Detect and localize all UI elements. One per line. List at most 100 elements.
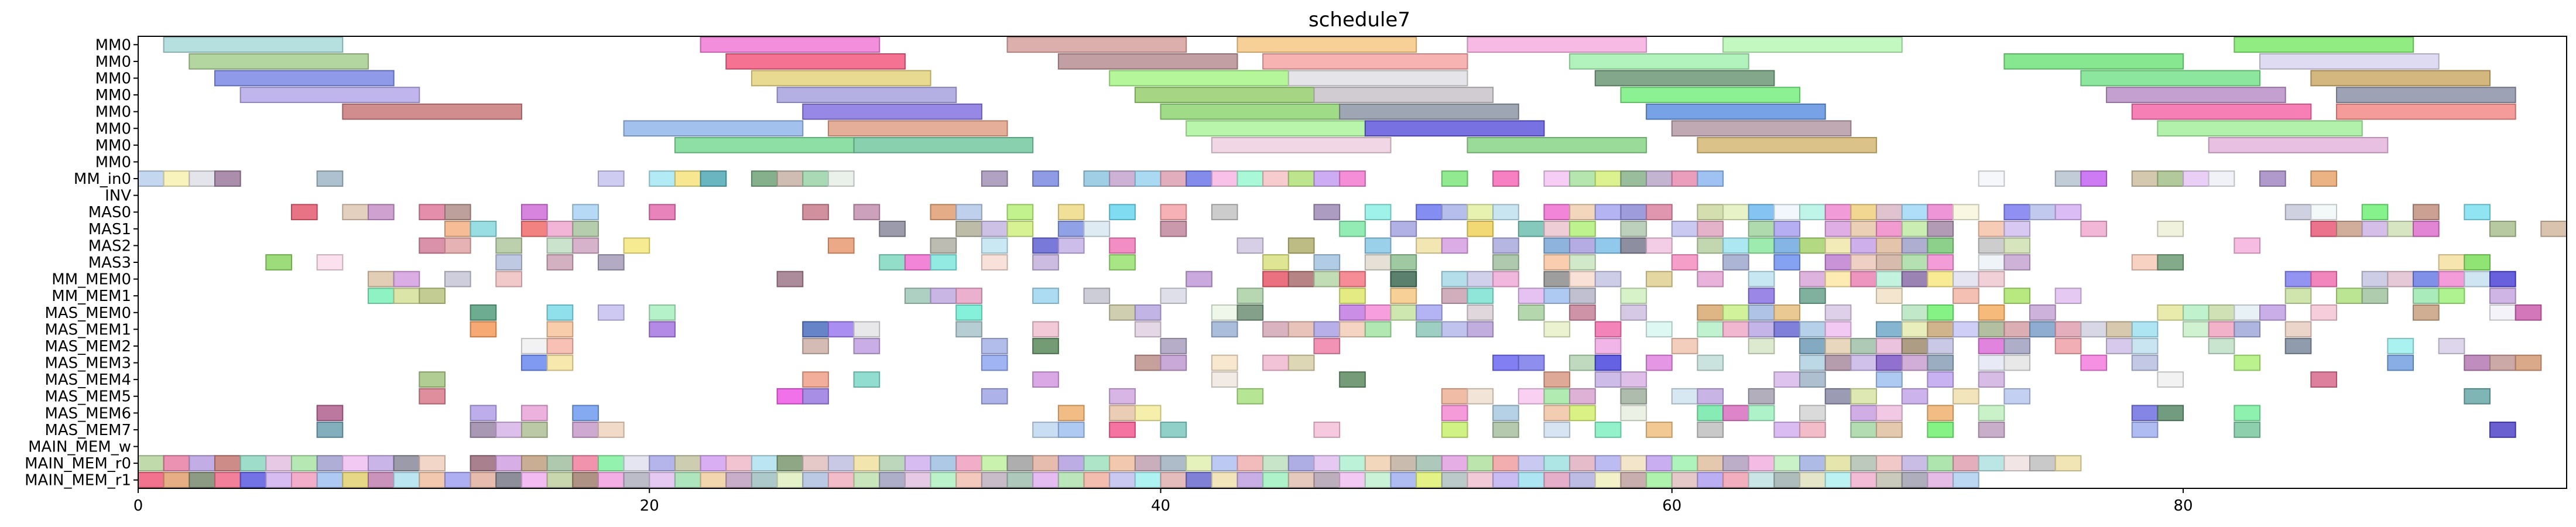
task-bar — [1671, 388, 1698, 405]
task-bar — [1160, 170, 1187, 187]
task-bar — [1876, 288, 1903, 304]
task-bar — [1339, 103, 1519, 120]
task-bar — [955, 455, 982, 471]
task-bar — [1492, 422, 1519, 438]
task-bar — [1850, 237, 1878, 254]
task-bar — [597, 471, 625, 488]
task-bar — [1160, 103, 1341, 120]
task-bar — [751, 455, 778, 471]
task-bar — [1416, 237, 1443, 254]
task-bar — [367, 471, 395, 488]
task-bar — [1646, 471, 1673, 488]
task-bar — [1339, 170, 1366, 187]
task-bar — [1569, 271, 1596, 288]
task-bar — [1671, 471, 1698, 488]
task-bar — [802, 455, 829, 471]
task-bar — [649, 170, 676, 187]
task-bar — [2336, 103, 2516, 120]
task-bar — [1927, 422, 1954, 438]
task-bar — [1211, 371, 1238, 388]
task-bar — [1799, 354, 1826, 371]
task-bar — [1850, 455, 1878, 471]
task-bar — [1824, 388, 1852, 405]
task-bar — [2131, 321, 2159, 338]
task-bar — [1697, 354, 1724, 371]
task-bar — [981, 170, 1008, 187]
task-bar — [1850, 388, 1878, 405]
task-bar — [597, 304, 625, 321]
task-bar — [1799, 405, 1826, 422]
task-bar — [1594, 371, 1622, 388]
task-bar — [470, 422, 497, 438]
task-bar — [1594, 321, 1622, 338]
task-bar — [853, 371, 881, 388]
task-bar — [981, 455, 1008, 471]
task-bar — [1952, 455, 1979, 471]
task-bar — [1697, 455, 1724, 471]
task-bar — [2336, 288, 2363, 304]
task-bar — [1517, 455, 1545, 471]
task-bar — [1364, 471, 1392, 488]
task-bar — [419, 204, 446, 221]
task-bar — [2259, 170, 2286, 187]
y-tick-label: MAS_MEM7 — [44, 422, 131, 439]
task-bar — [1339, 371, 1366, 388]
task-bar — [470, 304, 497, 321]
y-tick-label: MAS_MEM1 — [44, 321, 131, 338]
task-bar — [2131, 254, 2159, 271]
task-bar — [1492, 405, 1519, 422]
task-bar — [1876, 371, 1903, 388]
task-bar — [1927, 204, 1954, 221]
task-bar — [1824, 321, 1852, 338]
task-bar — [776, 271, 804, 288]
task-bar — [2234, 321, 2261, 338]
y-tick-label: MM_in0 — [74, 170, 131, 188]
task-bar — [1978, 271, 2005, 288]
task-bar — [1160, 288, 1187, 304]
task-bar — [930, 254, 957, 271]
task-bar — [1287, 354, 1315, 371]
y-axis: MM0MM0MM0MM0MM0MM0MM0MM0MM_in0INVMAS0MAS… — [25, 36, 138, 490]
task-bar — [2054, 204, 2082, 221]
task-bar — [1390, 304, 1417, 321]
task-bar — [1517, 288, 1545, 304]
task-bar — [2029, 304, 2056, 321]
task-bar — [1057, 455, 1085, 471]
task-bar — [2029, 321, 2056, 338]
task-bar — [1799, 204, 1826, 221]
task-bar — [520, 422, 548, 438]
task-bar — [1543, 170, 1571, 187]
task-bar — [1160, 220, 1187, 237]
task-bar — [2080, 354, 2108, 371]
y-tick-label: MAIN_MEM_r0 — [25, 455, 131, 473]
task-bar — [1850, 471, 1878, 488]
task-bar — [1467, 388, 1494, 405]
task-bar — [1646, 455, 1673, 471]
task-bar — [1594, 237, 1622, 254]
task-bar — [802, 170, 829, 187]
task-bar — [1211, 471, 1238, 488]
task-bar — [1799, 288, 1826, 304]
task-bar — [2157, 405, 2184, 422]
task-bar — [2361, 220, 2389, 237]
task-bar — [444, 471, 471, 488]
task-bar — [2387, 338, 2414, 354]
task-bar — [2131, 405, 2159, 422]
task-bar — [572, 237, 599, 254]
task-bar — [239, 471, 267, 488]
task-bar — [444, 237, 471, 254]
task-bar — [1952, 388, 1979, 405]
task-bar — [316, 254, 344, 271]
task-bar — [1569, 220, 1596, 237]
task-bar — [1569, 288, 1596, 304]
task-bar — [546, 455, 574, 471]
task-bar — [1287, 237, 1315, 254]
task-bar — [2413, 288, 2440, 304]
task-bar — [2234, 36, 2414, 53]
task-bar — [776, 170, 804, 187]
task-bar — [1032, 455, 1059, 471]
task-bar — [1543, 204, 1571, 221]
task-bar — [1287, 170, 1315, 187]
task-bar — [1211, 354, 1238, 371]
task-bar — [904, 254, 931, 271]
